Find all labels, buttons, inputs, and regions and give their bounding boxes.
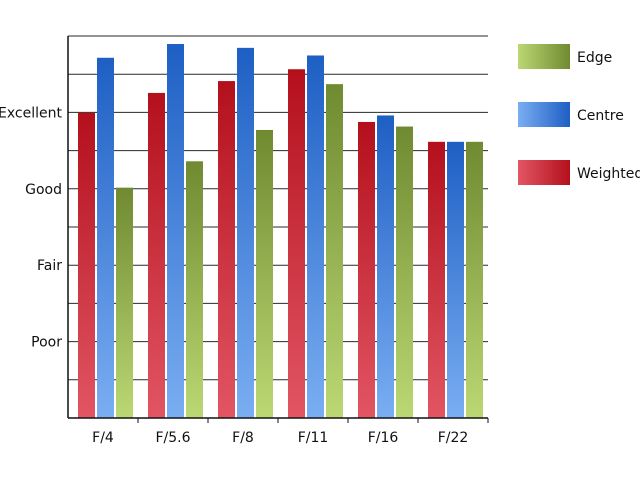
legend: Edge Centre Weighted [518, 44, 640, 185]
x-tick-label: F/8 [232, 430, 254, 446]
x-tick-label: F/11 [298, 430, 329, 446]
bar-weighted-F56 [148, 92, 165, 418]
bar-centre-F8 [237, 47, 254, 418]
legend-swatch-centre [518, 102, 570, 127]
y-tick-label: Good [25, 182, 62, 198]
gridlines [68, 35, 488, 381]
bar-edge-F16 [396, 126, 413, 418]
x-tick-label: F/22 [438, 430, 469, 446]
bar-centre-F22 [447, 141, 464, 418]
bar-edge-F8 [256, 129, 273, 419]
x-tick-label: F/4 [92, 430, 114, 446]
tick-labels: F/4 F/5.6 F/8 F/11 F/16 F/22 Poor Fair Good Excel… [0, 105, 468, 446]
x-tick-label: F/16 [368, 430, 399, 446]
bar-centre-F4 [97, 57, 114, 419]
bar-weighted-F22 [428, 141, 445, 418]
legend-label-weighted: Weighted [577, 166, 640, 182]
bar-weighted-F8 [218, 81, 235, 419]
y-tick-label: Poor [31, 335, 62, 351]
bar-edge-F56 [186, 161, 203, 418]
bar-weighted-F16 [358, 121, 375, 418]
x-tick-label: F/5.6 [155, 430, 190, 446]
y-tick-label: Excellent [0, 105, 63, 121]
legend-label-centre: Centre [577, 108, 624, 124]
legend-swatch-edge [518, 44, 570, 69]
bar-weighted-F4 [78, 112, 95, 419]
axes [67, 36, 489, 423]
bar-edge-F22 [466, 141, 483, 418]
legend-label-edge: Edge [577, 50, 612, 66]
bar-edge-F11 [326, 84, 343, 418]
bar-edge-F4 [116, 187, 133, 418]
bar-centre-F56 [167, 44, 184, 418]
legend-swatch-weighted [518, 160, 570, 185]
bars [78, 44, 483, 419]
bar-centre-F11 [307, 55, 324, 419]
y-tick-label: Fair [37, 258, 62, 274]
bar-centre-F16 [377, 115, 394, 419]
bar-weighted-F11 [288, 69, 305, 418]
